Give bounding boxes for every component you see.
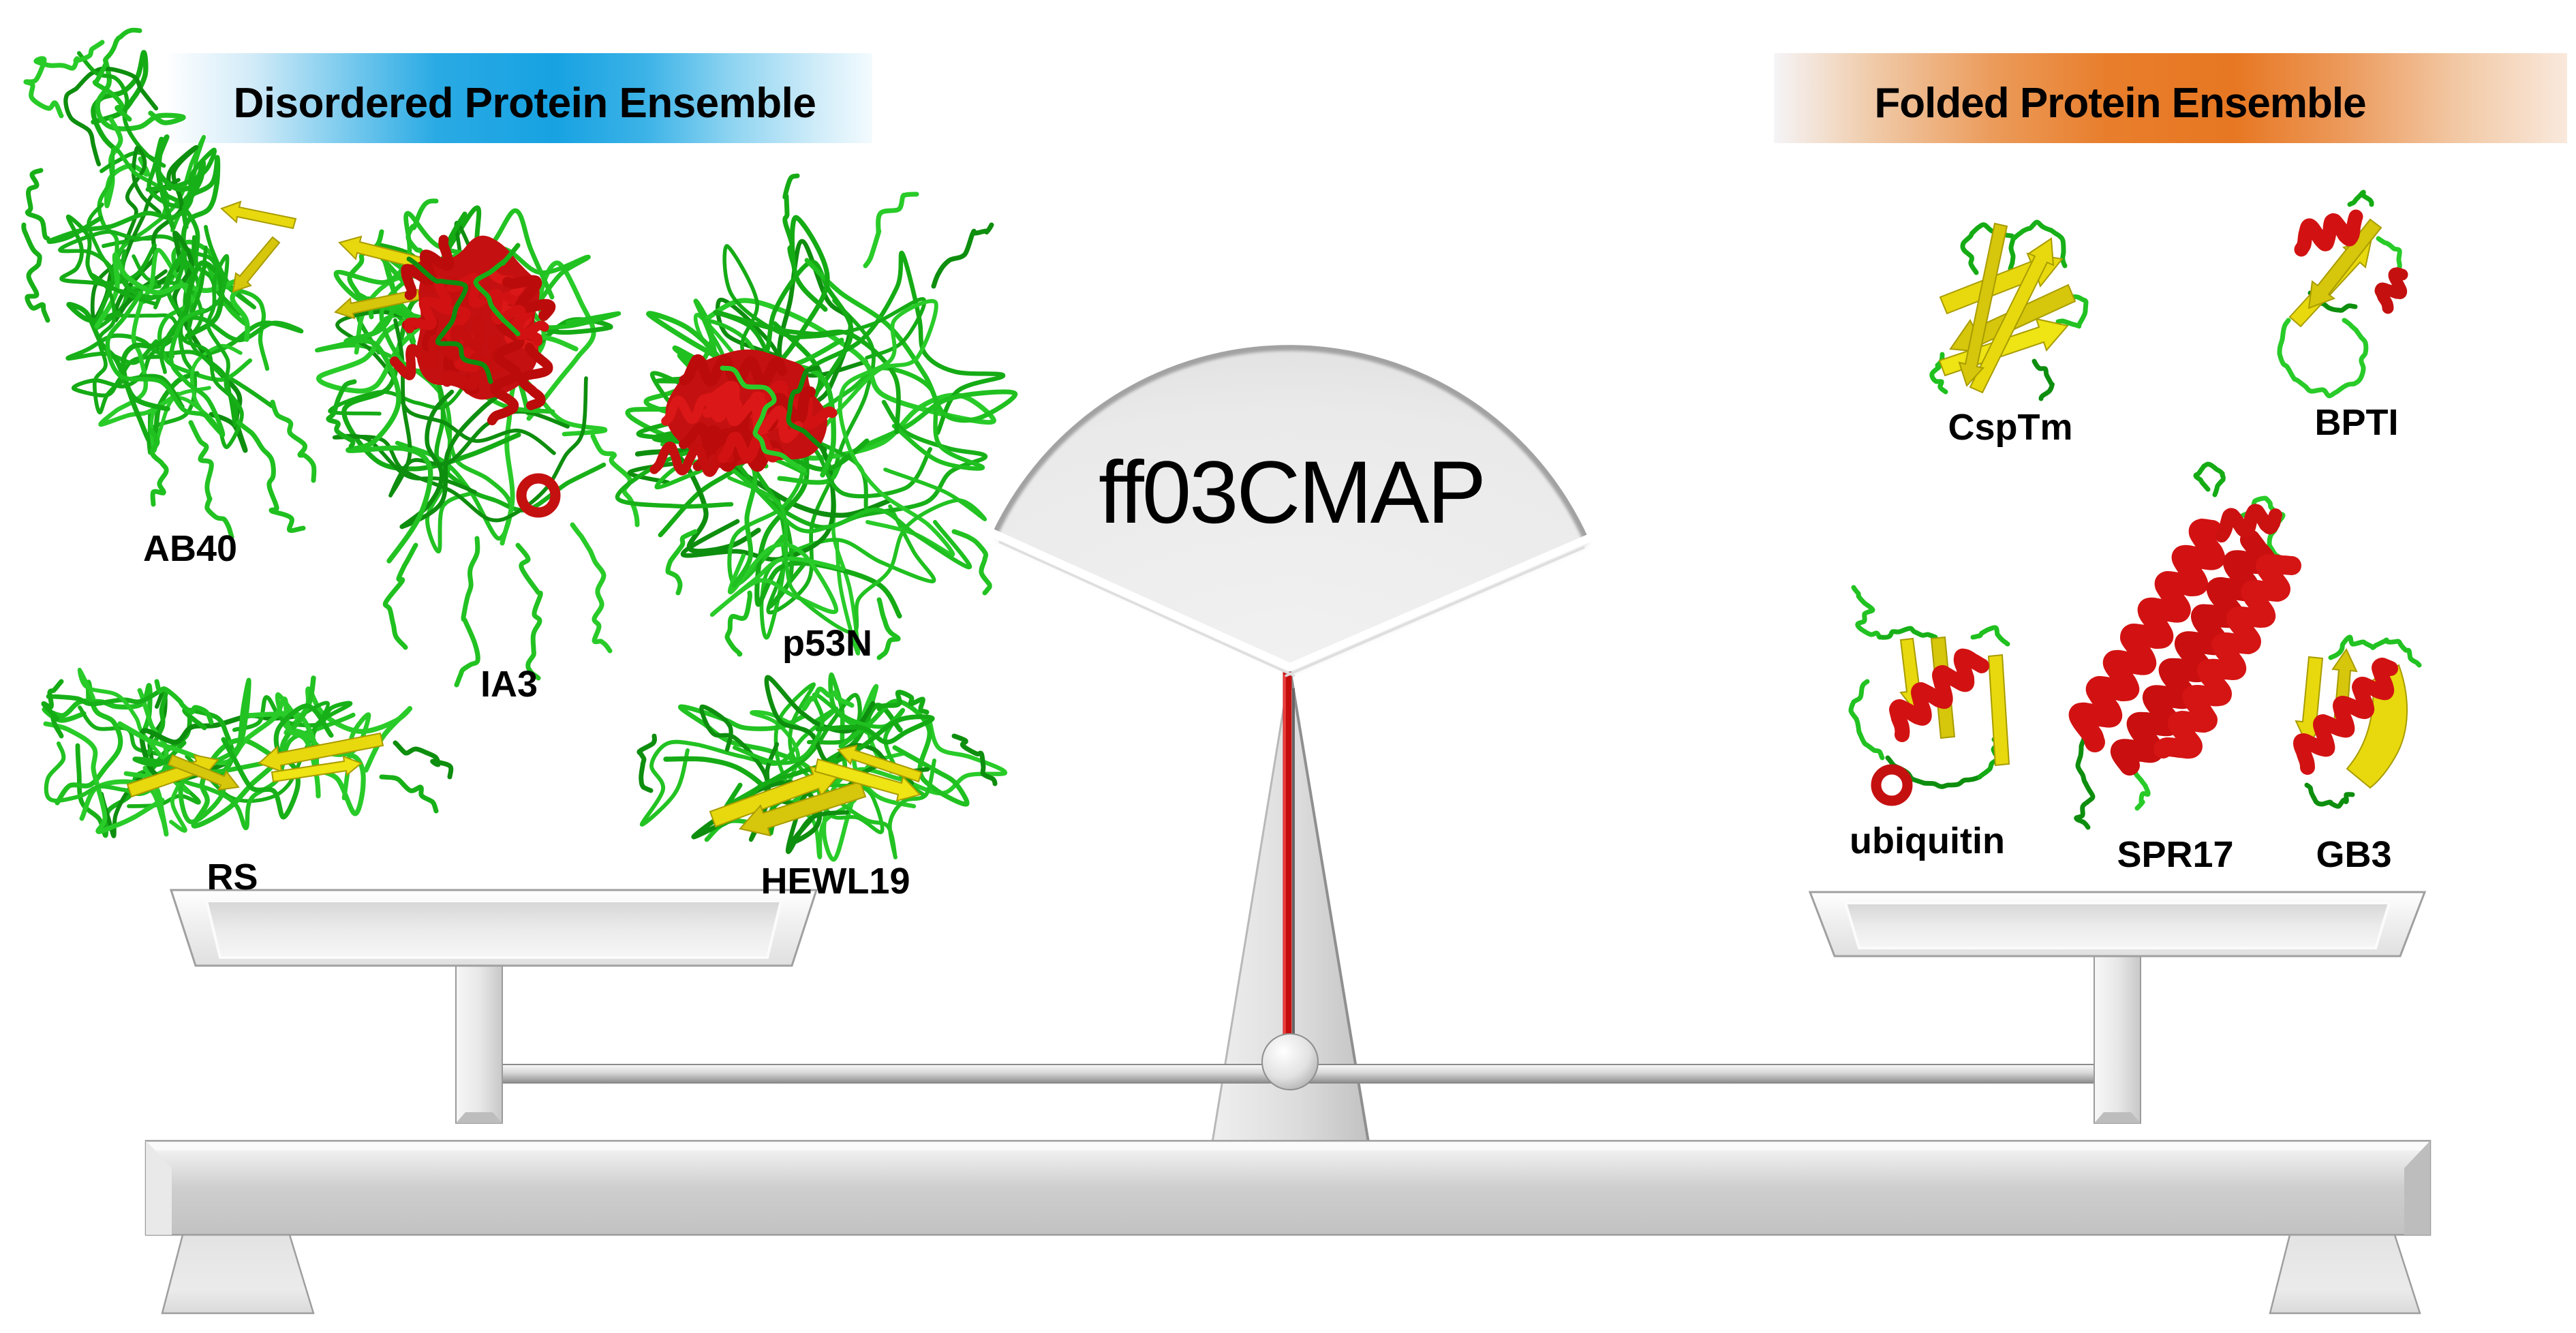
svg-text:IA3: IA3 — [480, 664, 538, 705]
svg-text:BPTI: BPTI — [2314, 402, 2398, 443]
svg-text:Disordered Protein Ensemble: Disordered Protein Ensemble — [234, 80, 816, 127]
svg-text:GB3: GB3 — [2316, 834, 2391, 875]
svg-text:HEWL19: HEWL19 — [761, 861, 910, 902]
svg-text:ff03CMAP: ff03CMAP — [1099, 442, 1484, 542]
svg-text:CspTm: CspTm — [1948, 407, 2072, 448]
svg-text:RS: RS — [206, 857, 258, 898]
svg-text:Folded Protein Ensemble: Folded Protein Ensemble — [1874, 80, 2365, 127]
svg-text:AB40: AB40 — [143, 528, 237, 569]
svg-text:p53N: p53N — [782, 623, 872, 664]
svg-text:ubiquitin: ubiquitin — [1850, 821, 2005, 861]
svg-text:SPR17: SPR17 — [2117, 834, 2233, 875]
